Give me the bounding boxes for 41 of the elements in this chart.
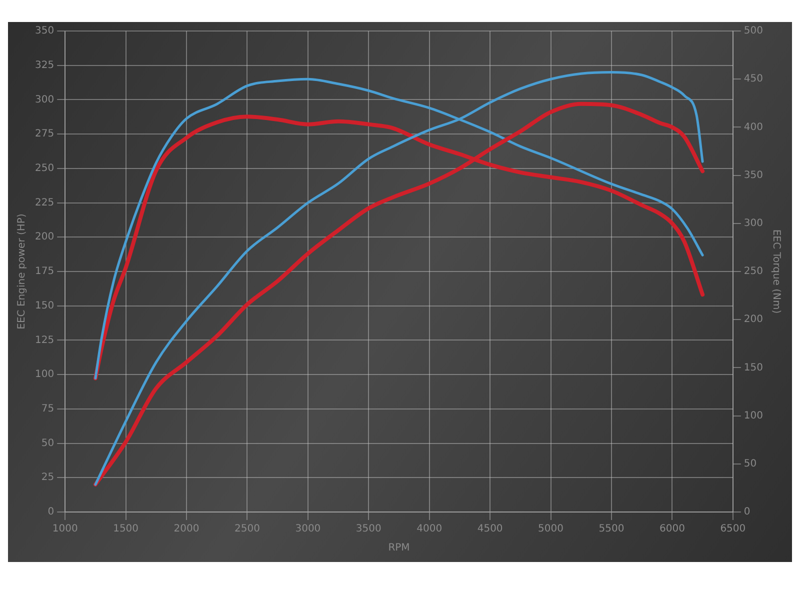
x-tick-label: 5000 bbox=[538, 524, 564, 535]
y2-tick-label: 450 bbox=[744, 74, 764, 85]
y-tick-label: 100 bbox=[34, 369, 54, 380]
x-tick-label: 3500 bbox=[356, 524, 382, 535]
x-tick-label: 6500 bbox=[720, 524, 746, 535]
x-tick-label: 5500 bbox=[598, 524, 624, 535]
x-axis-title: RPM bbox=[388, 542, 410, 554]
y-tick-label: 200 bbox=[34, 232, 54, 243]
x-tick-label: 2500 bbox=[234, 524, 260, 535]
y-tick-label: 25 bbox=[41, 472, 54, 484]
x-tick-label: 2000 bbox=[174, 524, 200, 535]
y2-tick-label: 50 bbox=[744, 458, 757, 470]
y2-tick-label: 400 bbox=[744, 122, 764, 133]
y-tick-label: 250 bbox=[34, 163, 54, 174]
x-tick-label: 3000 bbox=[295, 524, 321, 535]
y-tick-label: 225 bbox=[34, 197, 54, 208]
x-tick-label: 1500 bbox=[113, 524, 139, 535]
y2-tick-label: 0 bbox=[744, 506, 750, 518]
y2-tick-label: 300 bbox=[744, 218, 764, 229]
y-tick-label: 150 bbox=[34, 300, 54, 312]
y2-tick-label: 350 bbox=[744, 170, 764, 181]
y-tick-label: 50 bbox=[41, 438, 54, 449]
y2-tick-label: 200 bbox=[744, 314, 764, 326]
x-tick-label: 6000 bbox=[659, 524, 685, 535]
y-tick-label: 175 bbox=[34, 266, 54, 278]
y2-tick-label: 150 bbox=[744, 362, 764, 374]
y2-axis-title: EEC Torque (Nm) bbox=[770, 229, 782, 314]
y-tick-label: 75 bbox=[41, 404, 54, 415]
y-tick-label: 350 bbox=[34, 26, 54, 37]
y2-tick-label: 500 bbox=[744, 26, 764, 37]
y-tick-label: 300 bbox=[34, 94, 54, 106]
x-tick-label: 4000 bbox=[416, 524, 442, 535]
y-tick-label: 0 bbox=[48, 506, 54, 518]
y-tick-label: 325 bbox=[34, 60, 54, 71]
x-tick-label: 4500 bbox=[477, 524, 503, 535]
y-axis-title: EEC Engine power (HP) bbox=[16, 214, 28, 330]
y2-tick-label: 100 bbox=[744, 410, 764, 422]
y-tick-label: 125 bbox=[34, 334, 54, 346]
x-tick-label: 1000 bbox=[52, 524, 78, 535]
y2-tick-label: 250 bbox=[744, 266, 764, 278]
y-tick-label: 275 bbox=[34, 128, 54, 140]
